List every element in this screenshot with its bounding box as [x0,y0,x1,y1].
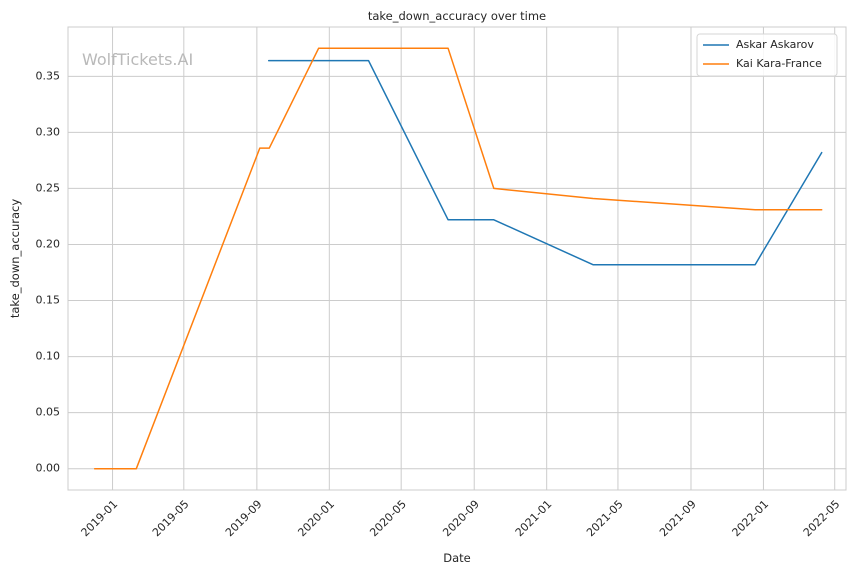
y-tick-label: 0.15 [36,294,61,307]
chart-title: take_down_accuracy over time [368,9,546,23]
legend-label-0: Askar Askarov [736,38,814,51]
legend: Askar Askarov Kai Kara-France [696,33,838,77]
legend-box [696,33,838,77]
y-tick-label: 0.25 [36,181,61,194]
y-tick-labels: 0.00 0.05 0.10 0.15 0.20 0.25 0.30 0.35 [36,69,61,474]
y-tick-label: 0.35 [36,69,61,82]
grid [68,27,846,490]
y-tick-label: 0.20 [36,237,61,250]
y-tick-label: 0.30 [36,125,61,138]
y-tick-label: 0.00 [36,462,61,475]
watermark: WolfTickets.AI [82,50,193,69]
plot-frame [67,26,847,491]
series-lines [93,47,823,470]
series-line-0 [267,59,823,266]
y-axis-title: take_down_accuracy [8,199,22,318]
legend-label-1: Kai Kara-France [736,57,822,70]
y-tick-label: 0.05 [36,406,61,419]
y-tick-label: 0.10 [36,350,61,363]
series-line-1 [93,47,823,470]
x-axis-title: Date [443,551,471,565]
